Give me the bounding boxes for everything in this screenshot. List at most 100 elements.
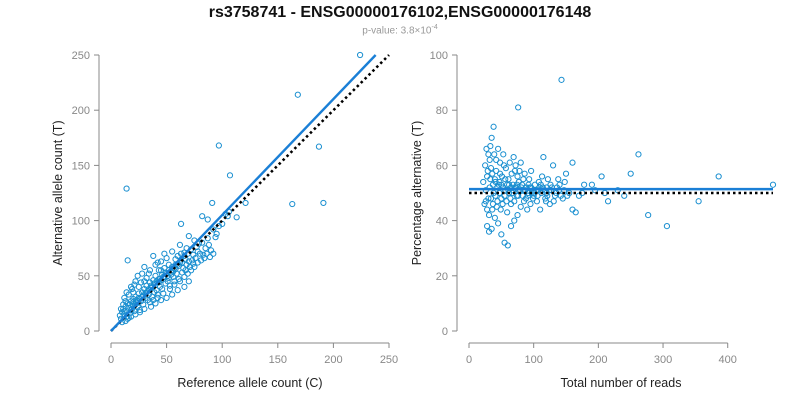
y-tick-label: 60 (436, 160, 448, 172)
data-point (199, 213, 206, 220)
x-axis-label: Reference allele count (C) (177, 376, 322, 390)
data-point (177, 220, 185, 228)
data-point (215, 142, 222, 149)
data-point (169, 291, 176, 298)
data-point (185, 232, 192, 240)
data-point (484, 167, 491, 175)
data-point (154, 294, 161, 301)
data-point (511, 217, 518, 224)
data-point (498, 231, 505, 238)
data-point (515, 192, 522, 199)
data-point (484, 223, 491, 230)
data-point (515, 178, 522, 186)
data-point (506, 159, 513, 166)
data-point (171, 281, 178, 288)
percentage-scatter-panel: 0 100 200 300 400 0 20 40 60 80 100 Total number of… (410, 50, 777, 390)
data-point (485, 151, 492, 158)
x-tick-label: 200 (324, 354, 342, 366)
data-point (549, 162, 557, 169)
data-point (141, 305, 148, 313)
x-tick-label: 0 (466, 354, 472, 366)
data-point (538, 173, 546, 180)
data-point (487, 195, 495, 202)
data-point (495, 145, 502, 152)
x-tick-label: 0 (108, 354, 114, 366)
data-point (482, 162, 489, 169)
x-tick-label: 300 (654, 354, 672, 366)
data-point (484, 173, 491, 180)
data-point (569, 206, 576, 213)
data-point (517, 203, 524, 210)
data-point (121, 308, 128, 315)
data-point (190, 251, 197, 258)
data-point (543, 189, 550, 197)
data-point (663, 223, 671, 230)
data-point (121, 294, 128, 301)
data-point (146, 267, 154, 274)
data-point (510, 154, 517, 161)
data-point (122, 317, 129, 325)
data-point (203, 250, 210, 257)
y-tick-label: 0 (442, 326, 448, 338)
data-point (122, 298, 129, 305)
data-point (488, 225, 495, 232)
data-point (226, 172, 234, 179)
data-point (190, 260, 197, 267)
data-point (715, 173, 722, 180)
data-point (116, 312, 123, 319)
y-tick-label: 50 (78, 271, 90, 283)
data-point (526, 176, 533, 183)
data-point (527, 200, 534, 208)
data-point (557, 192, 564, 199)
data-point (627, 170, 634, 177)
data-point (572, 209, 579, 216)
allele-count-scatter-panel: 0 50 100 150 200 250 0 50 100 150 200 250 Reference … (51, 50, 398, 390)
data-point (527, 167, 535, 175)
data-point (483, 145, 490, 152)
data-point (511, 198, 518, 205)
y-axis-label: Alternative allele count (T) (51, 120, 65, 265)
data-point (137, 279, 145, 286)
fit-line (110, 54, 377, 332)
data-point (140, 301, 147, 308)
data-point (581, 181, 588, 188)
data-point (485, 211, 493, 219)
x-tick-label: 200 (589, 354, 607, 366)
data-point (537, 206, 544, 213)
y-axis-label: Percentage alternative (T) (410, 121, 424, 266)
data-point (185, 278, 192, 285)
data-point (542, 198, 550, 205)
data-point (498, 173, 506, 180)
data-point (242, 199, 249, 207)
data-point (155, 267, 162, 274)
data-point (520, 198, 528, 205)
data-point (604, 198, 612, 205)
data-point (150, 252, 157, 260)
data-point (124, 257, 131, 264)
data-point (209, 199, 216, 207)
data-point (206, 253, 214, 261)
y-tick-label: 80 (436, 105, 448, 117)
data-point (500, 151, 507, 158)
data-point (127, 306, 135, 314)
data-point (134, 272, 141, 279)
p-value-exponent: -4 (431, 24, 438, 31)
p-value-subtitle: p-value: 3.8×10-4 (0, 24, 800, 36)
x-tick-label: 400 (719, 354, 737, 366)
data-point (233, 214, 240, 221)
data-point (507, 223, 515, 230)
data-point (516, 167, 523, 175)
data-point (515, 104, 522, 111)
data-point (520, 176, 527, 183)
p-value-text: p-value: 3.8×10 (362, 25, 432, 37)
data-point (495, 220, 502, 227)
x-axis-label: Total number of reads (561, 376, 682, 390)
data-point (205, 241, 212, 248)
data-point (204, 216, 211, 223)
data-point (496, 159, 504, 166)
x-tick-label: 50 (160, 354, 172, 366)
data-point (521, 170, 528, 177)
data-point (213, 230, 220, 237)
data-point (550, 198, 557, 205)
